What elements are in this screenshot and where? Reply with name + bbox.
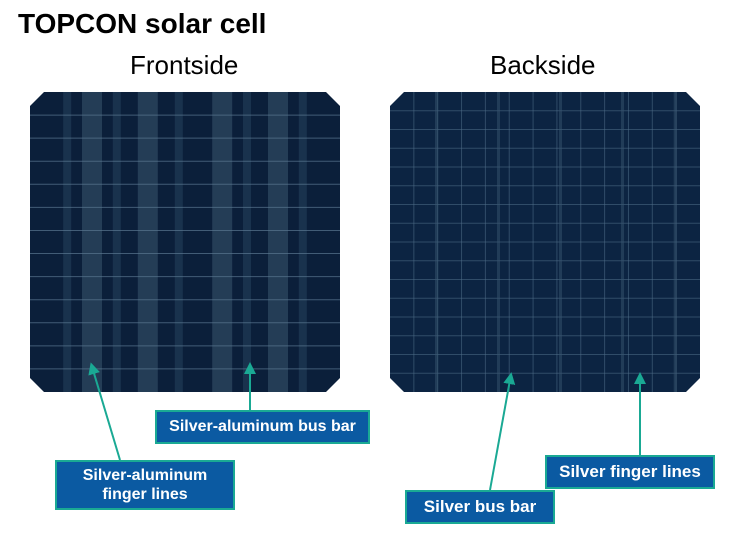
label-front-finger: Silver-aluminum finger lines xyxy=(55,460,235,510)
page-title: TOPCON solar cell xyxy=(18,8,266,40)
label-front-busbar: Silver-aluminum bus bar xyxy=(155,410,370,444)
frontside-cell xyxy=(30,92,340,392)
frontside-heading: Frontside xyxy=(130,50,238,81)
label-back-finger: Silver finger lines xyxy=(545,455,715,489)
label-back-busbar: Silver bus bar xyxy=(405,490,555,524)
backside-heading: Backside xyxy=(490,50,596,81)
backside-cell xyxy=(390,92,700,392)
